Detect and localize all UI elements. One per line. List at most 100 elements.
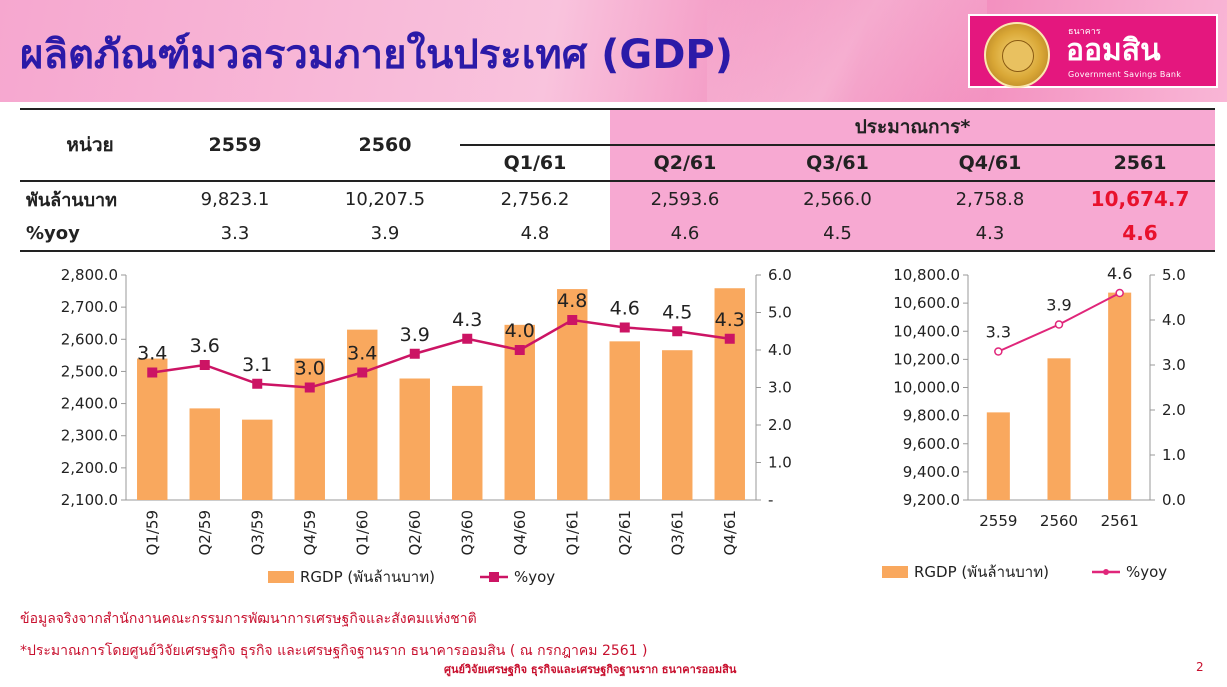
yoy-data-label: 3.9: [1046, 296, 1071, 315]
bar-Q1/59: [137, 358, 168, 500]
left-tick-label: 2,300.0: [61, 427, 118, 445]
bar-Q3/59: [242, 419, 273, 500]
logo-small-text: ธนาคาร: [1068, 27, 1101, 37]
category-label: Q3/59: [248, 510, 266, 556]
cell-q3-yoy: 4.5: [760, 216, 915, 252]
bank-logo: ธนาคาร ออมสิน Government Savings Bank: [968, 14, 1218, 88]
yoy-marker: [724, 333, 735, 344]
category-label: Q1/61: [563, 510, 581, 556]
yoy-marker: [462, 333, 473, 344]
category-label: Q4/59: [301, 510, 319, 556]
bar-Q1/60: [347, 329, 378, 500]
legend-line-marker: [1103, 569, 1109, 575]
estimate-note: *ประมาณการโดยศูนย์วิจัยเศรษฐกิจ ธุรกิจ แ…: [20, 643, 648, 659]
category-label: 2561: [1101, 512, 1139, 530]
category-label: Q2/59: [196, 510, 214, 556]
left-tick-label: 2,100.0: [61, 491, 118, 509]
yoy-marker: [409, 348, 420, 359]
yoy-data-label: 4.0: [505, 320, 535, 342]
right-tick-label: 1.0: [768, 454, 792, 472]
row-label-yoy: %yoy: [20, 216, 160, 252]
yoy-data-label: 3.4: [137, 343, 167, 365]
bar-Q2/61: [609, 341, 640, 500]
category-label: Q4/60: [511, 510, 529, 556]
category-label: Q3/60: [458, 510, 476, 556]
yoy-data-label: 3.9: [400, 324, 430, 346]
yoy-marker: [672, 326, 683, 337]
yoy-marker: [147, 367, 158, 378]
cell-q2-baht: 2,593.6: [610, 181, 760, 216]
yoy-marker: [304, 382, 315, 393]
right-tick-label: 2.0: [768, 416, 792, 434]
right-tick-label: 4.0: [768, 341, 792, 359]
cell-2561-yoy: 4.6: [1065, 216, 1216, 252]
left-tick-label: 9,800.0: [903, 407, 960, 425]
bar-Q2/59: [189, 408, 220, 500]
left-tick-label: 10,400.0: [893, 322, 960, 340]
bar-Q4/59: [294, 358, 325, 500]
bar-2559: [986, 412, 1010, 500]
category-label: Q2/60: [406, 510, 424, 556]
yoy-data-label: 4.8: [557, 290, 587, 312]
row-label-baht: พันล้านบาท: [26, 189, 118, 211]
cell-q2-yoy: 4.6: [610, 216, 760, 252]
yoy-marker: [514, 345, 525, 355]
right-tick-label: 5.0: [1162, 266, 1186, 284]
right-tick-label: 4.0: [1162, 311, 1186, 329]
cell-q4-baht: 2,758.8: [915, 181, 1065, 216]
table-header-2559: 2559: [160, 108, 310, 182]
bar-2560: [1047, 358, 1071, 500]
table-row: พันล้านบาท 9,823.1 10,207.5 2,756.2 2,59…: [20, 181, 1216, 216]
category-label: Q3/61: [668, 510, 686, 556]
legend-line-label: %yoy: [514, 568, 555, 586]
left-tick-label: 10,200.0: [893, 350, 960, 368]
yoy-marker: [994, 347, 1003, 356]
left-tick-label: 10,000.0: [893, 379, 960, 397]
annual-gdp-chart: 9,200.0 9,400.0 9,600.0 9,800.0 10,000.0 10,2…: [882, 264, 1186, 581]
right-tick-label: 1.0: [1162, 446, 1186, 464]
page-number: 2: [1196, 660, 1204, 674]
yoy-marker: [1115, 288, 1124, 298]
category-label: Q1/59: [143, 510, 161, 556]
yoy-data-label: 4.3: [715, 309, 745, 331]
yoy-data-label: 3.3: [986, 323, 1011, 342]
left-tick-label: 2,200.0: [61, 459, 118, 477]
yoy-marker: [252, 378, 263, 389]
table-header-2560: 2560: [310, 108, 460, 182]
table-header-2561: 2561: [1065, 145, 1216, 182]
header-decoration: [707, 0, 987, 102]
left-tick-label: 10,600.0: [893, 294, 960, 312]
logo-sub-text: Government Savings Bank: [1068, 70, 1182, 79]
left-tick-label: 2,400.0: [61, 395, 118, 413]
slide-title: ผลิตภัณฑ์มวลรวมภายในประเทศ (GDP): [20, 32, 734, 78]
bar-Q4/61: [714, 288, 745, 500]
cell-q1-yoy: 4.8: [460, 216, 610, 252]
yoy-data-label: 4.6: [1107, 264, 1132, 283]
legend-line-marker: [489, 572, 499, 582]
table-header-q3: Q3/61: [760, 145, 915, 182]
yoy-marker: [199, 360, 210, 370]
right-tick-label: -: [768, 491, 773, 509]
cell-q3-baht: 2,566.0: [760, 181, 915, 216]
yoy-data-label: 4.5: [662, 301, 692, 323]
seal-icon: [984, 22, 1050, 88]
left-tick-label: 2,600.0: [61, 330, 118, 348]
table-row: %yoy 3.3 3.9 4.8 4.6 4.5 4.3 4.6: [20, 216, 1216, 252]
table-header-unit: หน่วย: [20, 108, 160, 182]
yoy-data-label: 3.0: [295, 358, 325, 380]
cell-q1-baht: 2,756.2: [500, 188, 570, 210]
bar-Q3/61: [662, 350, 693, 500]
category-label: 2559: [979, 512, 1017, 530]
bar-Q2/60: [399, 378, 430, 500]
cell-2560-baht: 10,207.5: [344, 188, 426, 210]
legend-bar-label: RGDP (พันล้านบาท): [914, 563, 1049, 581]
legend-bar-label: RGDP (พันล้านบาท): [300, 568, 435, 586]
right-tick-label: 5.0: [768, 304, 792, 322]
yoy-marker: [619, 322, 630, 333]
table-header-q4: Q4/61: [915, 145, 1065, 182]
yoy-marker: [567, 315, 578, 325]
left-tick-label: 2,700.0: [61, 298, 118, 316]
right-tick-label: 3.0: [768, 379, 792, 397]
right-tick-label: 6.0: [768, 266, 792, 284]
right-tick-label: 3.0: [1162, 356, 1186, 374]
